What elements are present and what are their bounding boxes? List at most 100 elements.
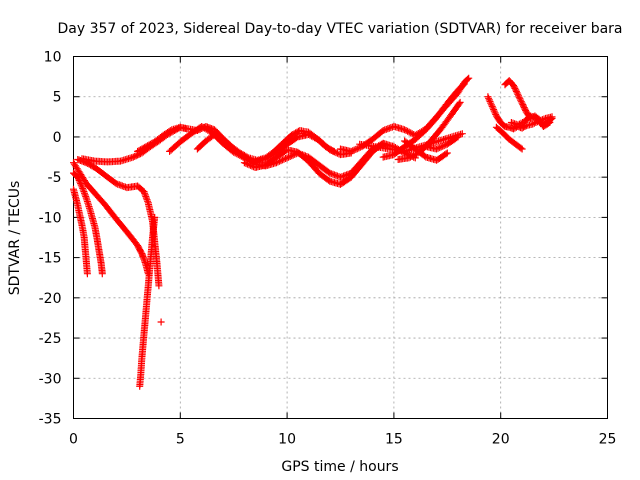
axis-ticks: [73, 56, 608, 419]
data-point: [434, 149, 451, 163]
series-arc-b: [70, 169, 106, 278]
data-point: [348, 160, 366, 180]
data-point: [489, 104, 500, 120]
data-point: [70, 160, 84, 177]
data-point: [263, 153, 280, 168]
y-axis-label: SDTVAR / TECUs: [7, 181, 23, 296]
data-point: [449, 98, 464, 117]
data-points: [70, 74, 556, 390]
plot-frame: [73, 56, 608, 419]
data-point: [494, 124, 507, 137]
data-point: [118, 153, 137, 165]
data-point: [113, 216, 131, 236]
data-point: [212, 131, 227, 143]
y-tick-label: -20: [39, 291, 62, 307]
series-outlier: [157, 318, 165, 326]
tick-labels: 0 5 10 15 20 25 10 5 0 -5 -10 -15 -20 -25 -30 -35: [39, 50, 617, 448]
data-point: [77, 171, 90, 188]
x-tick-label: 25: [599, 432, 617, 448]
data-point: [338, 173, 355, 187]
data-point: [513, 141, 526, 153]
data-point: [444, 86, 462, 106]
data-point: [149, 213, 159, 240]
data-point: [506, 78, 517, 89]
data-point: [285, 146, 302, 156]
series-isolated: [356, 130, 466, 155]
data-point: [381, 151, 398, 161]
data-point: [144, 138, 159, 150]
data-point: [434, 99, 451, 120]
y-tick-label: -10: [39, 210, 62, 226]
y-tick-label: 0: [53, 130, 62, 146]
y-tick-label: -35: [39, 412, 62, 428]
data-point: [83, 259, 91, 278]
data-point: [240, 159, 248, 167]
data-point: [493, 113, 505, 126]
data-point: [152, 131, 167, 145]
series-arc-q: [492, 123, 526, 153]
data-point: [124, 229, 137, 244]
data-point: [510, 83, 522, 98]
data-point: [178, 130, 195, 145]
data-point: [519, 101, 530, 116]
data-point: [75, 175, 86, 191]
data-point: [484, 93, 492, 101]
data-point: [274, 140, 291, 155]
data-point: [92, 165, 109, 180]
data-point: [103, 203, 120, 223]
data-point: [124, 182, 142, 191]
data-point: [500, 130, 513, 143]
data-point: [396, 154, 413, 163]
data-point: [135, 143, 150, 155]
data-point: [157, 318, 165, 326]
x-tick-label: 0: [69, 432, 78, 448]
data-point: [97, 262, 106, 278]
data-point: [71, 170, 82, 181]
data-point: [199, 123, 216, 137]
series-arc-a: [70, 185, 91, 278]
data-point: [306, 131, 323, 144]
data-point: [92, 191, 109, 209]
y-tick-label: -15: [39, 251, 62, 267]
data-point: [84, 160, 99, 171]
data-point: [423, 114, 441, 132]
x-tick-label: 20: [492, 432, 510, 448]
data-point: [515, 118, 528, 128]
y-tick-label: -25: [39, 331, 62, 347]
data-point: [317, 137, 334, 154]
data-point: [438, 110, 456, 131]
data-point: [253, 161, 270, 171]
data-point: [515, 92, 526, 107]
data-point: [130, 237, 142, 249]
data-point: [485, 94, 496, 110]
data-point: [507, 136, 520, 148]
data-point: [528, 113, 541, 122]
data-point: [455, 80, 468, 93]
data-point: [306, 158, 323, 177]
data-point: [306, 154, 323, 169]
y-tick-label: -30: [39, 371, 62, 387]
x-tick-label: 15: [385, 432, 403, 448]
data-point: [541, 119, 554, 130]
y-tick-label: -5: [48, 170, 62, 186]
y-tick-label: 10: [44, 50, 62, 66]
series-arc-c: [70, 159, 152, 278]
data-point: [413, 126, 430, 142]
data-point: [263, 148, 280, 162]
data-point: [167, 138, 184, 154]
data-point: [401, 130, 465, 155]
y-tick-label: 5: [53, 90, 62, 106]
x-axis-label: GPS time / hours: [281, 459, 398, 475]
data-point: [520, 122, 530, 131]
data-point: [220, 137, 238, 153]
data-point: [434, 140, 451, 152]
data-point: [356, 140, 407, 155]
data-point: [231, 146, 248, 162]
data-point: [280, 131, 295, 146]
chart-title: Day 357 of 2023, Sidereal Day-to-day VTE…: [57, 21, 622, 37]
series-arc-s: [507, 112, 554, 130]
data-point: [153, 259, 163, 290]
data-point: [83, 181, 99, 197]
series-arc-e: [136, 213, 159, 390]
